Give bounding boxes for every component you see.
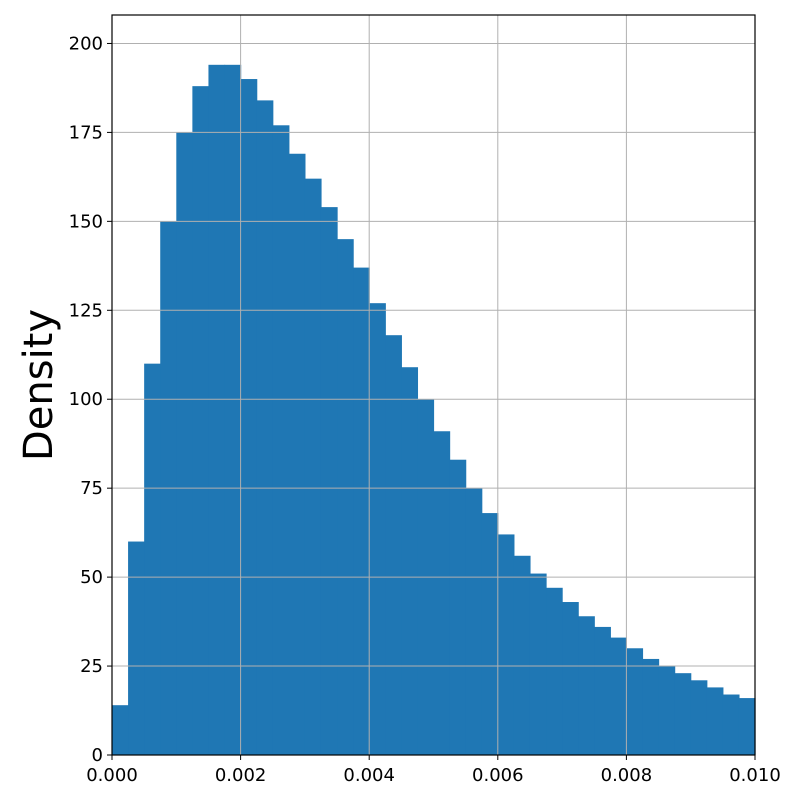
histogram-bar [529,573,547,755]
histogram-bar [562,602,579,755]
histogram-bar [481,513,499,755]
histogram-bar [610,637,627,755]
histogram-bar [497,534,515,755]
histogram-bar [722,694,740,755]
histogram-bar [433,431,451,755]
y-tick-label: 75 [80,478,103,499]
y-tick-label: 175 [69,122,103,143]
histogram-bar [465,488,483,755]
histogram-bar [369,303,386,755]
histogram-bar [546,587,563,755]
x-tick-label: 0.004 [343,765,395,786]
y-tick-label: 125 [69,300,103,321]
plot-area-frame [111,14,756,756]
histogram-bar [256,100,274,755]
histogram-bar [690,680,708,755]
x-tick-label: 0.006 [472,765,524,786]
x-tick-label: 0.010 [729,765,781,786]
histogram-bar [224,64,242,756]
x-axis: 0.000 0.002 0.004 0.006 0.008 0.010 [86,755,781,786]
histogram-bar [144,363,161,755]
histogram-bar [594,626,611,755]
histogram-bar [240,79,258,756]
histogram-bar [401,367,419,755]
histogram-bar [385,335,402,755]
histogram-bar [674,673,692,755]
histogram-bar [449,459,467,755]
histogram-bar [337,239,354,755]
histogram-bar [706,687,724,755]
y-tick-label: 0 [92,745,103,766]
y-axis: 0 25 50 75 100 125 150 175 200 [69,33,112,766]
histogram-bar [192,86,210,755]
y-tick-label: 50 [80,567,103,588]
histogram-bar [353,267,370,755]
x-tick-label: 0.000 [86,765,138,786]
y-axis-label: Density [16,309,62,461]
histogram-bar [626,648,644,755]
histogram-bar [272,125,290,756]
x-tick-label: 0.002 [215,765,267,786]
histogram-bar [304,178,322,756]
histogram-bar [738,698,756,755]
y-tick-label: 200 [69,33,103,54]
histogram-bar [642,658,660,755]
histogram-bar [578,616,595,755]
y-tick-label: 150 [69,211,103,232]
histogram-bar [320,207,338,756]
histogram-bar [208,64,226,756]
histogram-bar [513,555,531,755]
histogram-bar [128,541,145,755]
histogram-bar [112,705,129,755]
bars [112,64,756,756]
y-tick-label: 25 [80,656,103,677]
y-tick-label: 100 [69,389,103,410]
histogram-bar [288,153,306,755]
histogram-bar [658,666,676,755]
x-tick-label: 0.008 [601,765,653,786]
histogram-bar [176,132,193,756]
